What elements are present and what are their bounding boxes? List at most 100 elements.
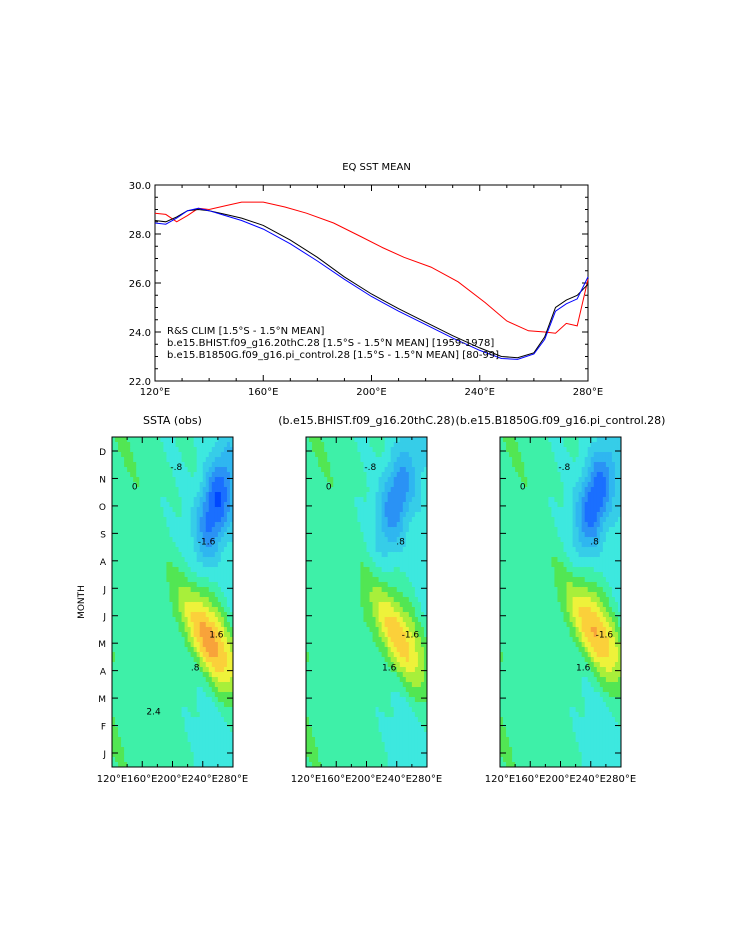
heat-cell [154,517,158,523]
heat-cell [133,602,137,608]
heat-cell [309,717,313,723]
heat-cell [309,647,313,653]
heat-cell [372,732,376,738]
heat-cell [390,637,395,643]
heat-cell [211,637,216,643]
heat-cell [163,452,167,458]
heat-cell [169,507,173,513]
heat-cell [208,692,213,698]
heat-cell [181,532,185,538]
heat-cell [375,552,379,558]
heat-cell [127,547,131,553]
heat-cell [366,547,370,553]
heat-cell [324,617,328,623]
heat-cell [199,757,204,763]
heat-cell [357,702,361,708]
heat-cell [402,757,407,763]
heat-cell [166,762,170,768]
heat-cell [130,527,134,533]
heat-cell [405,512,410,518]
heat-cell [396,677,401,683]
heat-cell [175,467,179,473]
heat-cell [393,737,398,743]
heat-cell [348,462,352,468]
heat-cell [121,487,125,493]
heat-cell [148,732,152,738]
heat-cell [214,442,219,448]
heat-cell [121,587,125,593]
heat-cell [366,582,370,588]
heat-cell [136,612,140,618]
heat-cell [405,477,410,483]
heat-cell [133,452,137,458]
heat-cell [393,712,398,718]
heat-cell [384,697,389,703]
heat-cell [193,587,198,593]
heat-cell [169,487,173,493]
heat-cell [393,487,398,493]
heat-cell [118,752,122,758]
heat-cell [384,437,389,443]
heat-cell [342,522,346,528]
heat-cell [160,547,164,553]
heat-cell [330,482,334,488]
heat-cell [312,632,316,638]
heat-cell [324,457,328,463]
heat-cell [133,537,137,543]
heat-cell [139,687,143,693]
heat-cell [160,747,164,753]
heat-cell [226,682,231,688]
heat-cell [336,497,340,503]
heat-cell [178,562,182,568]
heat-cell [363,537,367,543]
heat-cell [318,752,322,758]
heat-cell [166,742,170,748]
heat-cell [402,742,407,748]
heat-cell [154,562,158,568]
heat-cell [393,627,398,633]
heat-cell [148,497,152,503]
heat-cell [166,637,170,643]
heat-cell [163,467,167,473]
heat-cell [160,492,164,498]
heat-cell [160,567,164,573]
heat-cell [142,582,146,588]
heat-cell [342,702,346,708]
heat-cell [145,522,149,528]
heat-cell [330,717,334,723]
heat-cell [217,587,222,593]
heat-cell [184,602,189,608]
heat-cell [342,762,346,768]
heat-cell [160,652,164,658]
heat-cell [139,642,143,648]
heat-cell [321,592,325,598]
heat-cell [130,692,134,698]
heat-cell [324,562,328,568]
heat-cell [127,622,131,628]
heat-cell [381,702,386,708]
y-tick-label: 24.0 [129,328,151,339]
heat-cell [354,602,358,608]
heat-cell [369,632,373,638]
heat-cell [402,492,407,498]
heat-cell [220,582,225,588]
heat-cell [393,607,398,613]
heat-cell [390,492,395,498]
heat-cell [208,622,213,628]
heat-cell [133,472,137,478]
heat-cell [217,677,222,683]
heat-cell [363,602,367,608]
heat-cell [387,467,392,473]
heat-cell [148,652,152,658]
heat-cell [387,692,392,698]
heat-cell [390,552,395,558]
heat-cell [351,672,355,678]
heat-cell [318,542,322,548]
heat-cell [112,747,116,753]
heat-cell [190,527,195,533]
heat-cell [321,632,325,638]
heat-cell [393,437,398,443]
heat-cell [363,642,367,648]
heat-cell [115,612,119,618]
heat-cell [342,677,346,683]
